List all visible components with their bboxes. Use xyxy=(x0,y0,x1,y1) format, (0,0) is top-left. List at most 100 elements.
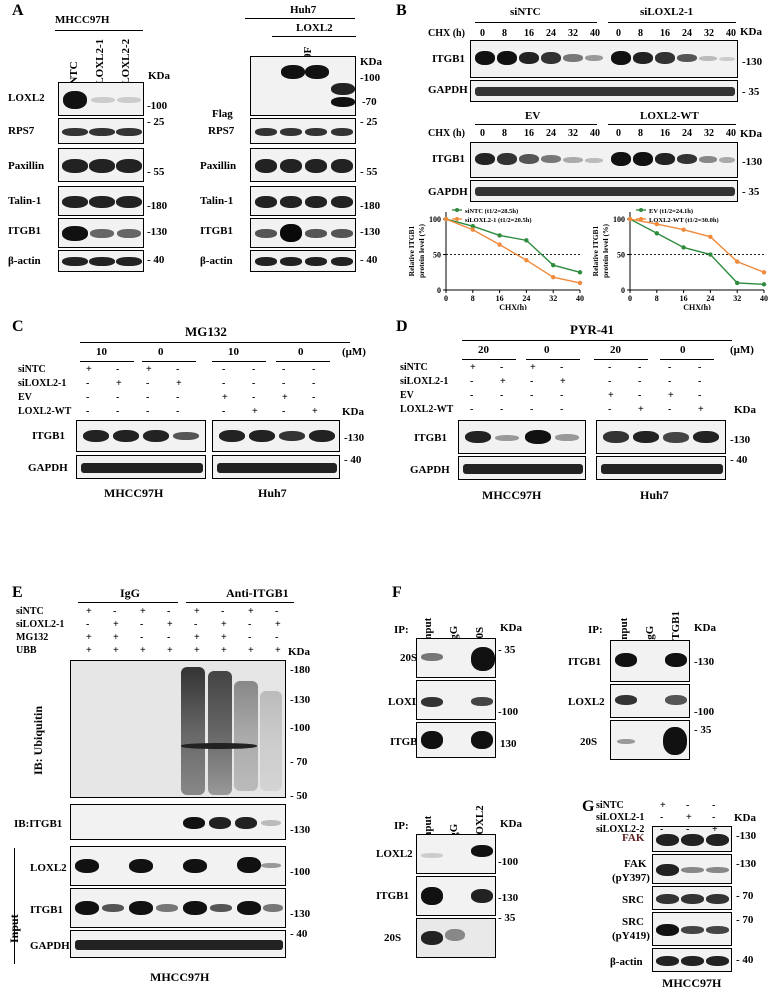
sign: - xyxy=(668,404,672,415)
kda-label: KDa xyxy=(734,812,756,824)
marker: - 35 xyxy=(742,86,760,98)
data-point xyxy=(627,216,633,222)
x-axis-label: CHX(h) xyxy=(499,303,527,310)
blot-b-gapdh-top xyxy=(470,80,738,102)
sign: - xyxy=(282,364,286,375)
time-label: 24 xyxy=(546,28,556,39)
y-tick-label: 100 xyxy=(613,215,625,224)
sign: + xyxy=(282,392,288,403)
marker: -130 xyxy=(290,824,311,836)
sign: - xyxy=(660,824,664,835)
kda-label: KDa xyxy=(288,646,310,658)
dose: 0 xyxy=(680,344,686,356)
y-tick-label: 100 xyxy=(429,215,441,224)
sign: - xyxy=(222,378,226,389)
time-label: 8 xyxy=(638,28,643,39)
marker: -130 xyxy=(694,656,715,668)
marker: -130 xyxy=(290,694,311,706)
sign: + xyxy=(686,812,692,823)
sign: - xyxy=(560,390,564,401)
sign: - xyxy=(248,632,252,643)
blot-c-right xyxy=(212,420,340,452)
y-tick-label: 50 xyxy=(617,251,625,260)
condition-label: UBB xyxy=(16,645,37,656)
sign: + xyxy=(712,824,718,835)
row-label: β-actin xyxy=(8,255,41,267)
sign: + xyxy=(113,645,119,656)
row-label: (pY397) xyxy=(612,872,650,884)
row-label: ITGB1 xyxy=(390,736,424,748)
row-label: β-actin xyxy=(200,255,233,267)
sign: + xyxy=(86,606,92,617)
panel-d-letter: D xyxy=(396,318,408,335)
row-label: LOXL2 xyxy=(8,92,45,104)
data-point xyxy=(577,280,583,286)
sign: - xyxy=(275,632,279,643)
time-label: 40 xyxy=(590,128,600,139)
data-point xyxy=(551,262,556,268)
sign: + xyxy=(530,362,536,373)
time-label: 16 xyxy=(524,28,534,39)
blot-e-ubiquitin xyxy=(70,660,286,798)
sign: - xyxy=(668,376,672,387)
time-label: 40 xyxy=(726,128,736,139)
legend-label: siNTC (t1/2=28.5h) xyxy=(465,208,518,215)
series-line xyxy=(629,218,765,286)
data-point xyxy=(761,270,767,275)
data-point xyxy=(708,234,713,240)
row-label: ITGB1 xyxy=(8,225,42,237)
panel-b-letter: B xyxy=(396,2,407,19)
x-tick-label: 32 xyxy=(549,294,557,303)
group-label: IgG xyxy=(120,586,141,600)
time-label: 0 xyxy=(616,28,621,39)
sign: - xyxy=(470,376,474,387)
marker: -100 xyxy=(360,72,381,84)
row-label: Flag xyxy=(212,108,233,120)
kda-label: KDa xyxy=(360,56,382,68)
panel-a-letter: A xyxy=(12,2,24,19)
sign: + xyxy=(221,632,227,643)
marker: -130 xyxy=(742,156,763,168)
group-label: LOXL2-WT xyxy=(640,110,699,122)
sign: - xyxy=(282,406,286,417)
y-axis-label: protein level (%) xyxy=(601,223,610,278)
y-axis-label: protein level (%) xyxy=(417,223,426,278)
blot-a-itgb1-r xyxy=(250,218,356,248)
marker: - 70 xyxy=(736,914,754,926)
row-label: ITGB1 xyxy=(32,430,66,442)
sign: + xyxy=(275,619,281,630)
cell-label: Huh7 xyxy=(640,488,669,502)
marker: - 40 xyxy=(290,928,308,940)
panel-a-group-right: LOXL2 xyxy=(296,22,333,34)
blot-c-gapdh-left xyxy=(76,455,206,479)
marker: -180 xyxy=(147,200,168,212)
marker: -130 xyxy=(147,226,168,238)
sign: - xyxy=(222,364,226,375)
time-label: 24 xyxy=(682,28,692,39)
legend-marker xyxy=(455,208,459,212)
row-label: Paxillin xyxy=(8,160,45,172)
sign: - xyxy=(500,404,504,415)
treatment-label: PYR-41 xyxy=(570,322,615,337)
marker: -130 xyxy=(360,226,381,238)
sign: - xyxy=(668,362,672,373)
sign: + xyxy=(194,632,200,643)
y-tick-label: 50 xyxy=(433,251,441,260)
sign: + xyxy=(86,632,92,643)
ip-label: IP: xyxy=(394,820,409,832)
kda-label: KDa xyxy=(740,128,762,140)
sign: - xyxy=(140,632,144,643)
sign: - xyxy=(86,392,90,403)
sign: - xyxy=(140,619,144,630)
blot-a-itgb1 xyxy=(58,218,144,248)
marker: - 40 xyxy=(147,254,165,266)
sign: - xyxy=(252,378,256,389)
condition-label: EV xyxy=(18,392,32,403)
sign: + xyxy=(698,404,704,415)
row-label: GAPDH xyxy=(28,462,68,474)
marker: -180 xyxy=(290,664,311,676)
row-label: ITGB1 xyxy=(30,904,64,916)
blot-a-paxillin-r xyxy=(250,148,356,182)
time-label: 40 xyxy=(590,28,600,39)
time-label: 0 xyxy=(480,128,485,139)
